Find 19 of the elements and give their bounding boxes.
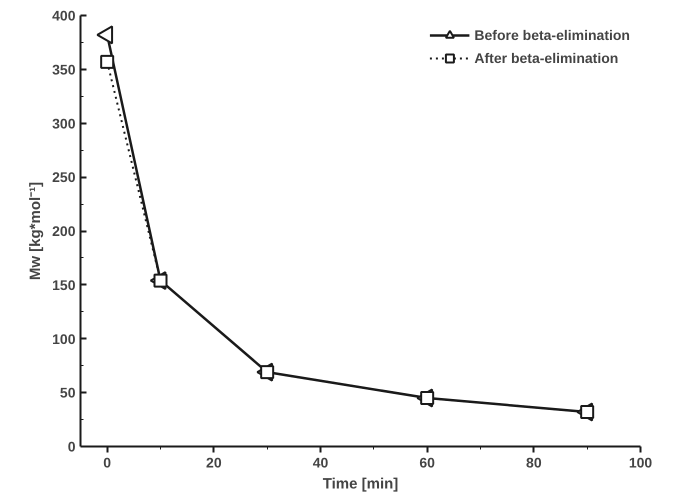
x-tick-label: 80 [526,454,542,470]
y-tick-label: 400 [52,8,76,24]
y-tick-label: 150 [52,276,76,293]
x-tick-label: 40 [312,454,328,470]
y-tick-label: 100 [52,330,76,347]
y-tick-label: 300 [52,115,76,132]
x-axis-title: Time [min] [322,476,398,492]
y-tick-label: 250 [52,169,76,186]
y-tick-label: 350 [52,61,76,78]
y-axis-title: Mw [kg*mol⁻¹] [27,182,44,280]
x-tick-label: 60 [419,454,436,470]
legend-label: After beta-elimination [474,50,618,66]
x-tick-label: 100 [628,454,652,470]
y-tick-label: 200 [52,223,76,239]
x-tick-label: 20 [206,454,222,470]
y-tick-label: 50 [60,384,76,401]
legend-label: Before beta-elimination [474,27,630,43]
x-tick-label: 0 [103,454,112,470]
y-tick-label: 0 [68,438,76,454]
